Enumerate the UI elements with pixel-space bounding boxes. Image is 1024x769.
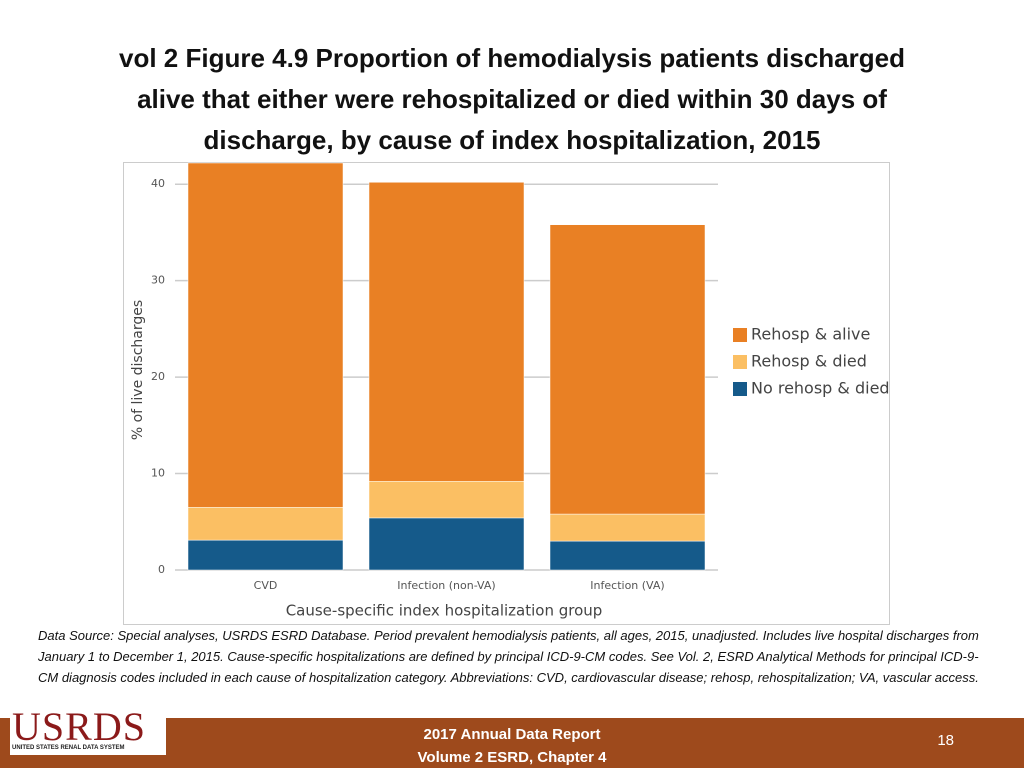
- footer: 2017 Annual Data Report Volume 2 ESRD, C…: [0, 718, 1024, 768]
- footnote: Data Source: Special analyses, USRDS ESR…: [38, 628, 979, 685]
- x-tick-label: Infection (VA): [590, 579, 664, 592]
- x-tick-label: CVD: [254, 579, 278, 592]
- y-tick-label: 30: [151, 274, 165, 287]
- footer-text: 2017 Annual Data Report Volume 2 ESRD, C…: [362, 723, 662, 769]
- bar-segment: [187, 539, 344, 571]
- legend-swatch: [733, 328, 747, 342]
- y-tick-label: 0: [158, 563, 165, 576]
- y-tick-label: 20: [151, 370, 165, 383]
- bar-segment: [549, 513, 706, 542]
- footer-line: Volume 2 ESRD, Chapter 4: [417, 749, 607, 766]
- x-axis-title: Cause-specific index hospitalization gro…: [286, 602, 603, 620]
- logo-subtitle: UNITED STATES RENAL DATA SYSTEM: [12, 745, 125, 751]
- bar-segment: [549, 224, 706, 515]
- y-axis-title: % of live discharges: [130, 300, 146, 440]
- slide-title: vol 2 Figure 4.9 Proportion of hemodialy…: [20, 38, 1004, 161]
- title-line: discharge, by cause of index hospitaliza…: [203, 125, 821, 155]
- bar-segment: [187, 162, 344, 508]
- legend-label: No rehosp & died: [751, 379, 890, 398]
- legend-label: Rehosp & died: [751, 352, 867, 371]
- logo-name: USRDS: [12, 704, 146, 749]
- legend-swatch: [733, 382, 747, 396]
- title-line: vol 2 Figure 4.9 Proportion of hemodialy…: [119, 43, 905, 73]
- chart: % of live discharges Cause-specific inde…: [123, 162, 890, 625]
- bar-segment: [368, 481, 525, 519]
- bar-segment: [368, 517, 525, 571]
- page-number: 18: [937, 732, 954, 749]
- legend-swatch: [733, 355, 747, 369]
- x-tick-label: Infection (non-VA): [397, 579, 495, 592]
- bar-segment: [368, 182, 525, 482]
- footer-line: 2017 Annual Data Report: [423, 726, 601, 743]
- bar-segment: [549, 540, 706, 571]
- y-tick-label: 40: [151, 177, 165, 190]
- bar-segment: [187, 507, 344, 541]
- y-tick-label: 10: [151, 467, 165, 480]
- title-line: alive that either were rehospitalized or…: [137, 84, 887, 114]
- legend-label: Rehosp & alive: [751, 325, 870, 344]
- logo: USRDS UNITED STATES RENAL DATA SYSTEM: [10, 703, 166, 755]
